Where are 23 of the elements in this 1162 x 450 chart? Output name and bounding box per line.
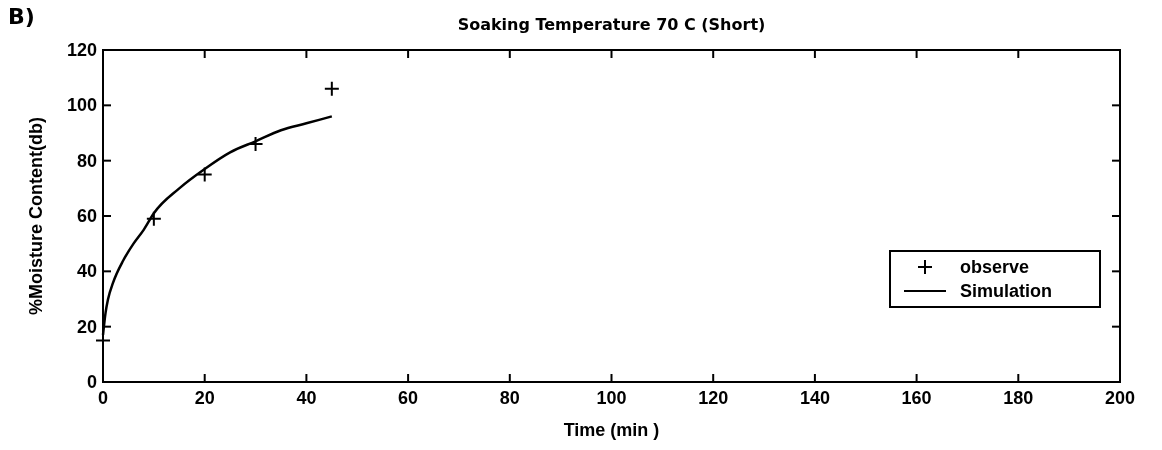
text: B) (8, 4, 35, 29)
legend-label: Simulation (960, 281, 1053, 301)
x-tick-label: 100 (596, 388, 627, 408)
x-tick-label: 40 (296, 388, 317, 408)
legend-label: observe (960, 257, 1030, 277)
x-tick-label: 160 (901, 388, 932, 408)
y-tick-label: 40 (76, 261, 97, 282)
y-axis-title: %Moisture Content(db) (26, 117, 46, 315)
x-tick-label: 120 (698, 388, 729, 408)
chart-title: Soaking Temperature 70 C (Short) (457, 15, 766, 34)
x-tick-label: 180 (1003, 388, 1034, 408)
y-tick-label: 100 (66, 95, 97, 116)
y-tick-label: 0 (86, 372, 97, 392)
x-tick-label: 60 (398, 388, 419, 408)
y-tick-label: 120 (66, 40, 97, 60)
y-tick-label: 60 (76, 206, 97, 226)
x-tick-label: 20 (194, 388, 215, 408)
y-tick-label: 20 (76, 316, 97, 337)
x-axis-title: Time (min ) (563, 420, 660, 440)
x-tick-label: 80 (499, 388, 520, 408)
x-tick-label: 140 (799, 388, 830, 408)
y-tick-label: 80 (76, 150, 97, 171)
x-tick-label: 200 (1104, 388, 1136, 408)
